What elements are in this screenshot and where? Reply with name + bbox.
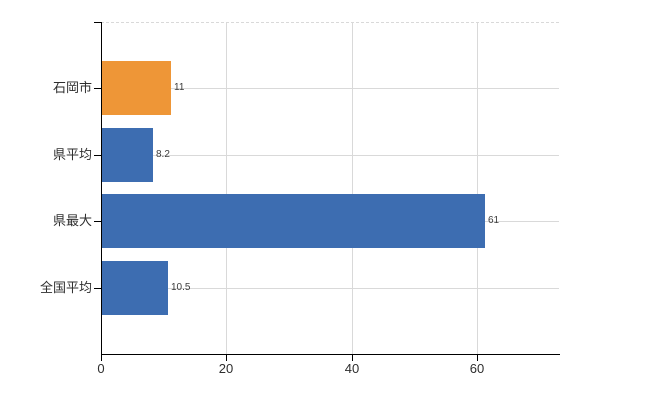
x-tick-label: 40 xyxy=(344,361,360,376)
category-label: 石岡市 xyxy=(52,80,92,95)
x-tick xyxy=(477,355,478,361)
y-tick xyxy=(94,288,101,289)
horizontal-gridline xyxy=(101,155,559,156)
y-tick xyxy=(94,155,101,156)
category-label: 全国平均 xyxy=(39,280,92,295)
category-label: 県最大 xyxy=(52,213,92,228)
vertical-gridline xyxy=(226,22,227,354)
x-tick-label: 0 xyxy=(97,361,105,376)
x-tick-label: 20 xyxy=(218,361,234,376)
plot-top-border xyxy=(101,22,559,23)
vertical-gridline xyxy=(477,22,478,354)
y-axis-line xyxy=(101,22,102,355)
bar xyxy=(102,261,168,315)
x-tick xyxy=(352,355,353,361)
x-tick-label: 60 xyxy=(469,361,485,376)
y-tick xyxy=(94,88,101,89)
x-tick xyxy=(101,355,102,361)
y-tick xyxy=(94,221,101,222)
vertical-gridline xyxy=(352,22,353,354)
value-label: 61 xyxy=(488,215,500,226)
bar xyxy=(102,128,153,182)
horizontal-gridline xyxy=(101,288,559,289)
bar xyxy=(102,194,485,248)
value-label: 11 xyxy=(174,82,185,93)
y-tick xyxy=(94,22,101,23)
horizontal-gridline xyxy=(101,88,559,89)
value-label: 8.2 xyxy=(156,149,170,160)
value-label: 10.5 xyxy=(171,282,191,293)
x-axis-line xyxy=(101,354,560,355)
x-tick xyxy=(226,355,227,361)
bar xyxy=(102,61,171,115)
category-label: 県平均 xyxy=(52,147,92,162)
